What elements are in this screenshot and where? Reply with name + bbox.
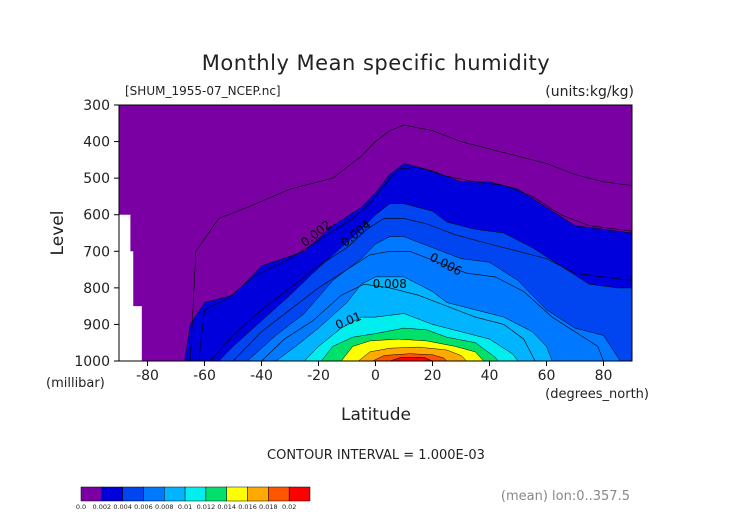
x-tick-label-7: 60 [538, 368, 556, 384]
y-tick-label-7: 1000 [74, 354, 110, 370]
contour-line-2 [209, 218, 633, 362]
contour-boundary-8 [372, 353, 447, 362]
colorbar-label-5: 0.01 [178, 503, 192, 511]
colorbar-swatch-7 [226, 486, 248, 502]
colorbar-label-4: 0.008 [155, 503, 174, 511]
x-tick-label-5: 20 [424, 368, 442, 384]
colorbar-swatch-4 [164, 486, 186, 502]
colorbar-label-2: 0.004 [113, 503, 132, 511]
x-axis-ticks: -80 -60 -40 -20 0 20 40 60 80 [136, 361, 612, 384]
units-label: (units:kg/kg) [545, 84, 634, 100]
colorbar-swatch-0 [80, 486, 103, 502]
colorbar: 0.0 0.002 0.004 0.006 0.008 0.01 0.012 0.014 0.0… [76, 486, 311, 511]
contour-line-1 [198, 166, 633, 362]
colorbar-label-8: 0.016 [238, 503, 257, 511]
contour-interval-text: CONTOUR INTERVAL = 1.000E-03 [267, 448, 485, 463]
contour-fills [184, 163, 633, 361]
colorbar-label-9: 0.018 [259, 503, 278, 511]
contour-boundary-1 [218, 203, 632, 362]
colorbar-swatch-9 [268, 486, 290, 502]
x-unit-label: (degrees_north) [545, 387, 649, 402]
contour-boundary-0 [184, 163, 633, 362]
colorbar-label-6: 0.012 [197, 503, 216, 511]
no-data-mask [119, 214, 142, 361]
y-tick-label-0: 300 [83, 98, 110, 114]
colorbar-swatch-6 [205, 486, 227, 502]
colorbar-label-10: 0.02 [282, 503, 296, 511]
contour-line-0 [190, 124, 633, 362]
contour-boundary-3 [275, 276, 553, 362]
x-tick-label-1: -60 [193, 368, 216, 384]
y-tick-label-4: 700 [83, 244, 110, 260]
contour-line-4 [261, 283, 536, 362]
file-label: [SHUM_1955-07_NCEP.nc] [125, 84, 281, 98]
contour-boundary-5 [321, 327, 499, 362]
colorbar-swatch-8 [247, 486, 269, 502]
x-tick-label-6: 40 [481, 368, 499, 384]
contour-lines [184, 124, 633, 362]
chart-title: Monthly Mean specific humidity [202, 51, 550, 75]
x-tick-label-3: -20 [307, 368, 330, 384]
contour-label-3: 0.008 [373, 277, 407, 291]
y-unit-label: (millibar) [46, 376, 105, 391]
contour-boundary-2 [247, 236, 621, 362]
x-tick-label-0: -80 [136, 368, 159, 384]
contour-boundary-6 [341, 338, 484, 362]
footer-note: (mean) lon:0..357.5 [501, 489, 630, 504]
x-tick-label-4: 0 [371, 368, 380, 384]
contour-fill-9 [389, 357, 433, 361]
contour-boundary-4 [304, 313, 519, 362]
colorbar-label-0: 0.0 [76, 503, 86, 511]
colorbar-label-1: 0.002 [93, 503, 112, 511]
y-tick-label-5: 800 [83, 281, 110, 297]
y-tick-label-2: 500 [83, 171, 110, 187]
colorbar-swatch-5 [184, 486, 207, 502]
y-axis-ticks: 300 400 500 600 700 800 900 1000 [74, 98, 119, 370]
contour-boundary-7 [358, 346, 467, 362]
colorbar-swatch-2 [122, 486, 144, 502]
x-axis-label: Latitude [341, 405, 411, 425]
contour-boundary-9 [389, 357, 433, 362]
y-axis-label: Level [48, 211, 68, 256]
colorbar-label-7: 0.014 [217, 503, 236, 511]
y-tick-label-1: 400 [83, 135, 110, 151]
mask-step-2 [119, 306, 142, 361]
colorbar-swatch-1 [101, 486, 123, 502]
contour-line-3 [232, 251, 604, 362]
x-tick-label-2: -40 [250, 368, 273, 384]
colorbar-swatch-3 [143, 486, 165, 502]
y-tick-label-6: 900 [83, 317, 110, 333]
colorbar-swatch-10 [288, 486, 311, 502]
colorbar-label-3: 0.006 [134, 503, 153, 511]
x-tick-label-8: 80 [595, 368, 613, 384]
y-tick-label-3: 600 [83, 208, 110, 224]
